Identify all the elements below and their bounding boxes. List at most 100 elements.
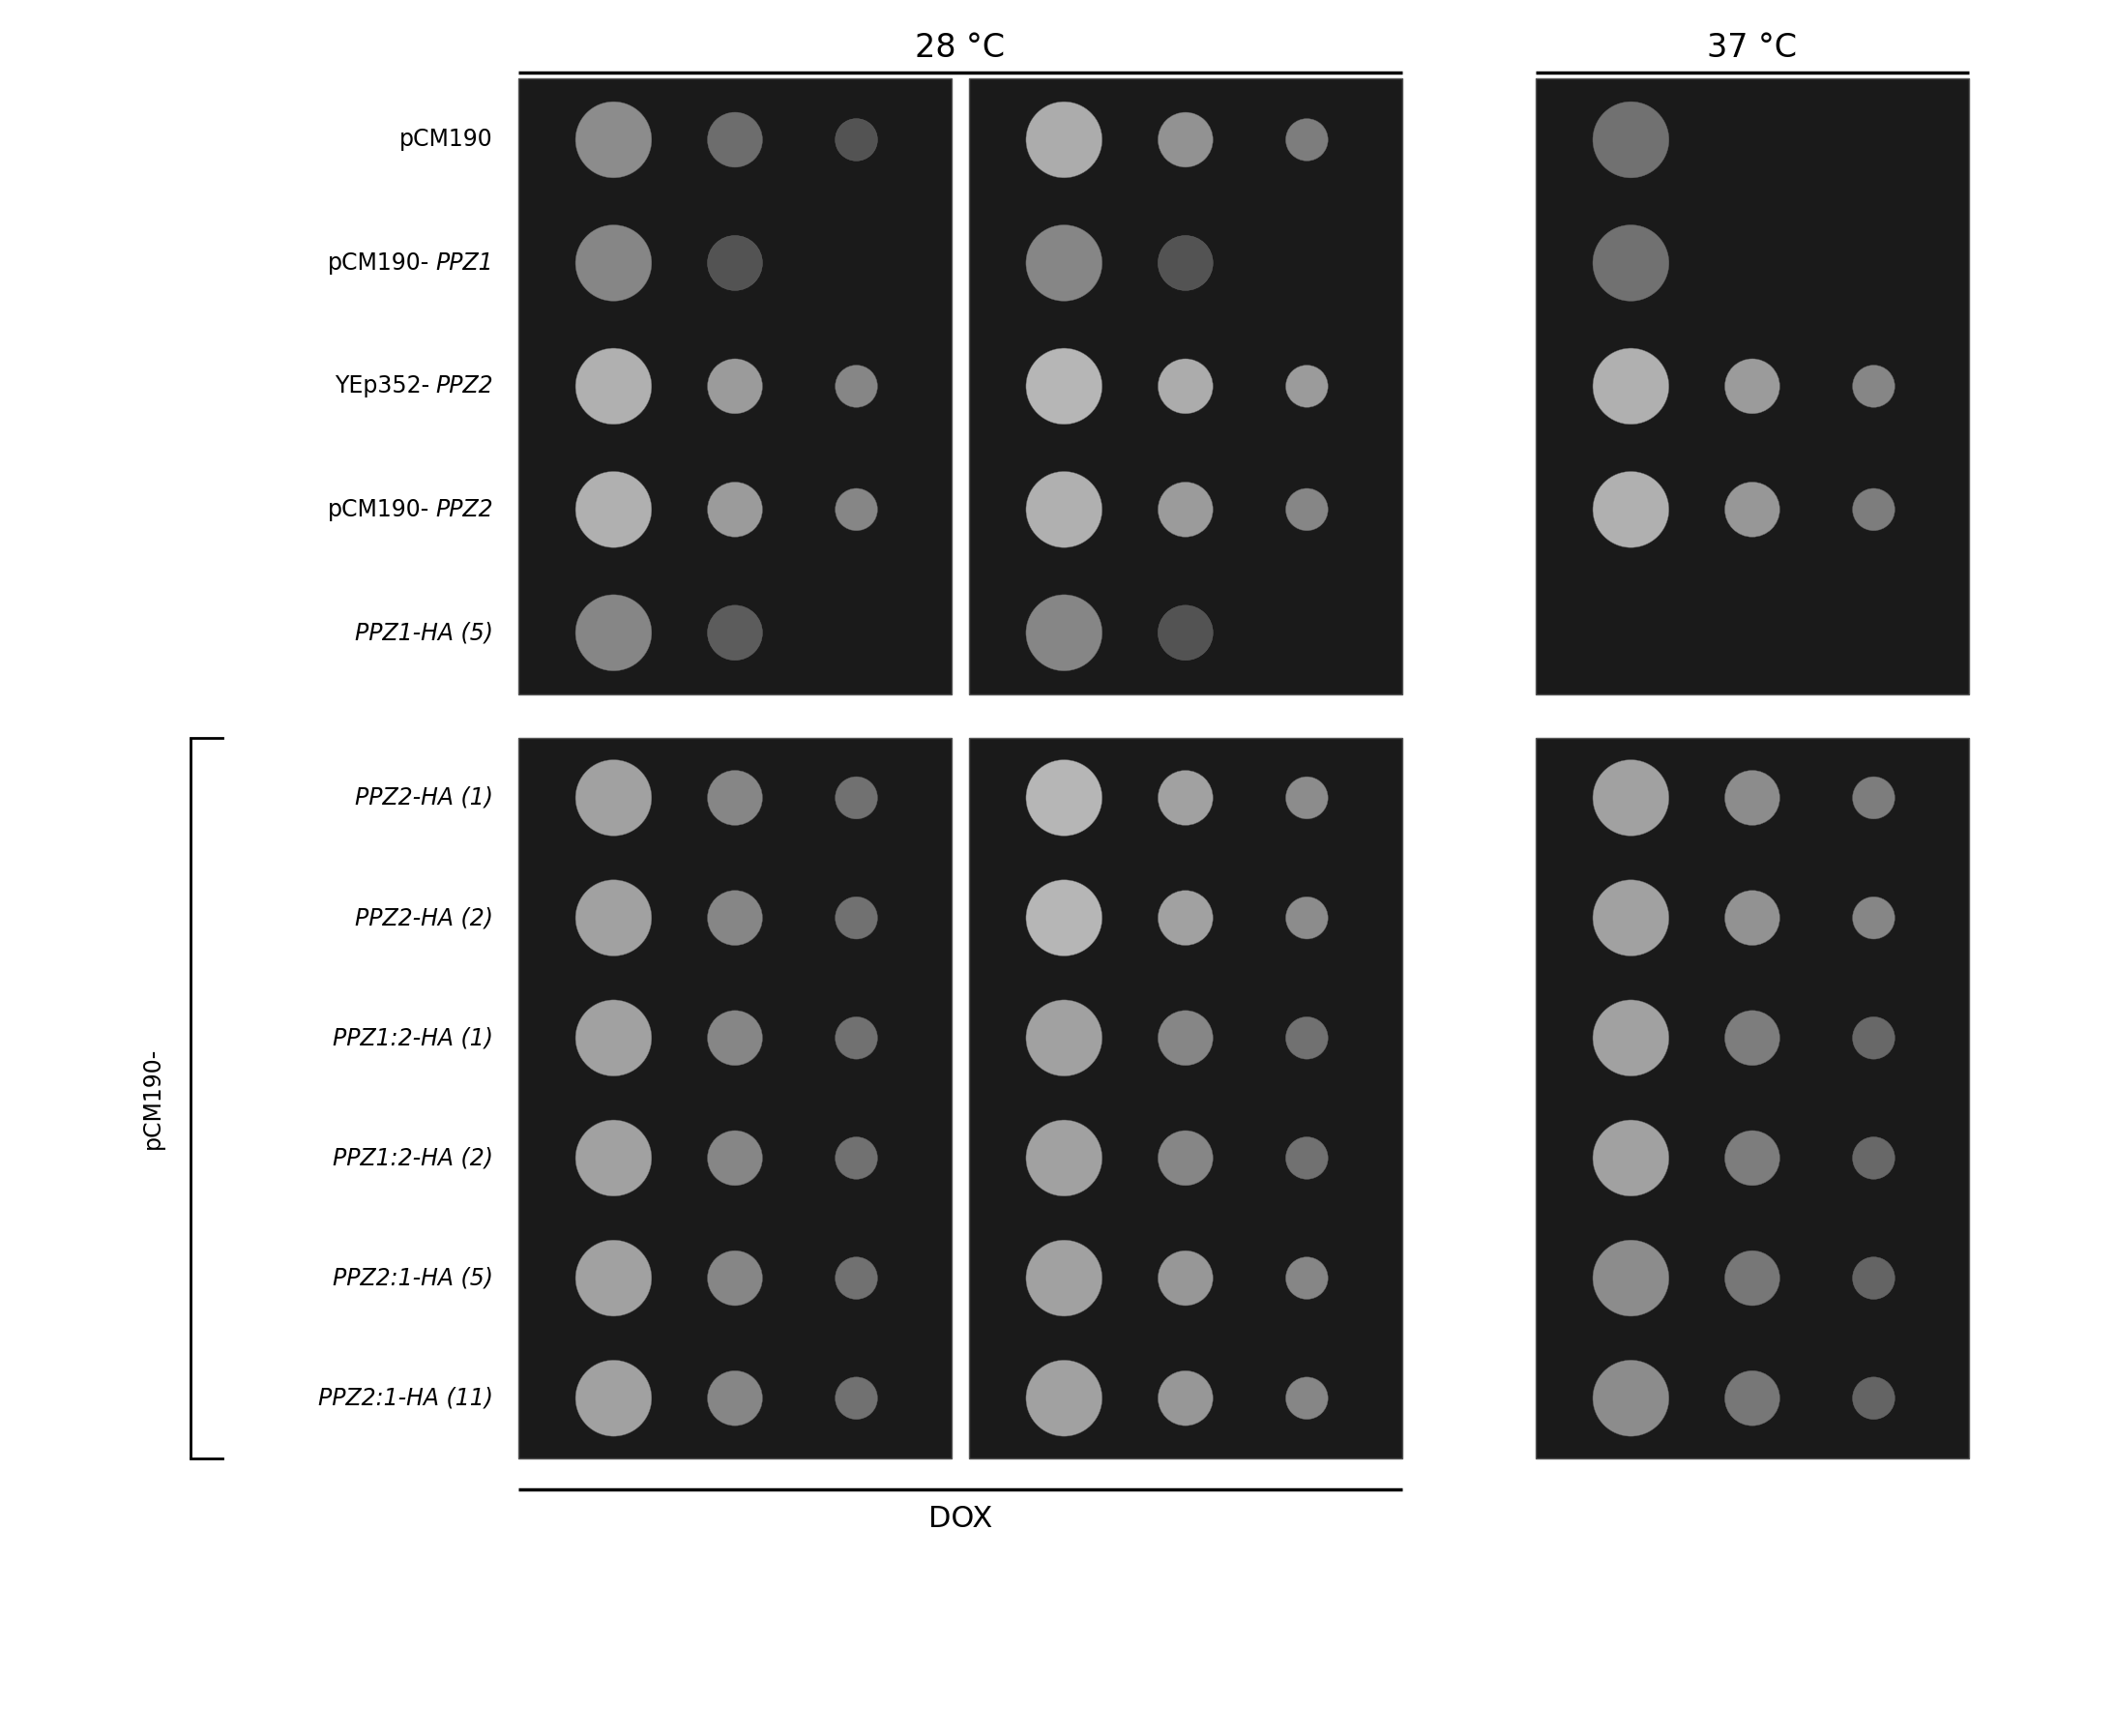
Ellipse shape: [1159, 771, 1214, 825]
Text: DOX: DOX: [928, 1505, 992, 1533]
Ellipse shape: [1286, 488, 1328, 531]
Ellipse shape: [706, 1371, 761, 1425]
Ellipse shape: [1593, 880, 1669, 957]
Text: PPZ1-HA (5): PPZ1-HA (5): [355, 621, 493, 644]
Bar: [1535, 738, 1969, 1458]
Ellipse shape: [1286, 1137, 1328, 1179]
Ellipse shape: [575, 102, 651, 177]
Ellipse shape: [1724, 1010, 1781, 1066]
Text: pCM190: pCM190: [400, 128, 493, 151]
Text: PPZ2: PPZ2: [436, 375, 493, 398]
Ellipse shape: [1593, 472, 1669, 547]
Ellipse shape: [575, 1240, 651, 1316]
Ellipse shape: [1853, 1377, 1895, 1420]
Ellipse shape: [1724, 1371, 1781, 1425]
Text: YEp352-: YEp352-: [334, 375, 429, 398]
Ellipse shape: [1593, 102, 1669, 177]
Text: 28 °C: 28 °C: [916, 33, 1005, 64]
Ellipse shape: [1853, 1257, 1895, 1299]
Ellipse shape: [1159, 236, 1214, 290]
Ellipse shape: [1724, 1130, 1781, 1186]
Text: PPZ1: PPZ1: [436, 252, 493, 274]
Ellipse shape: [706, 1250, 761, 1305]
Ellipse shape: [835, 1137, 878, 1179]
Text: PPZ1:2-HA (1): PPZ1:2-HA (1): [332, 1026, 493, 1050]
Ellipse shape: [1159, 483, 1214, 536]
Ellipse shape: [706, 113, 761, 167]
Ellipse shape: [1286, 1377, 1328, 1420]
Ellipse shape: [575, 760, 651, 837]
Ellipse shape: [1286, 1017, 1328, 1059]
Ellipse shape: [1724, 771, 1781, 825]
Ellipse shape: [1853, 488, 1895, 531]
Ellipse shape: [1853, 365, 1895, 408]
Text: PPZ2:1-HA (5): PPZ2:1-HA (5): [332, 1267, 493, 1290]
Text: pCM190-: pCM190-: [328, 498, 429, 521]
Ellipse shape: [1159, 1250, 1214, 1305]
Ellipse shape: [1593, 760, 1669, 837]
Ellipse shape: [1026, 880, 1102, 957]
Ellipse shape: [1159, 113, 1214, 167]
Ellipse shape: [1026, 1000, 1102, 1076]
Text: PPZ2:1-HA (11): PPZ2:1-HA (11): [317, 1387, 493, 1410]
Ellipse shape: [575, 1000, 651, 1076]
Ellipse shape: [835, 776, 878, 819]
Ellipse shape: [1593, 1240, 1669, 1316]
Ellipse shape: [1026, 595, 1102, 670]
Bar: [518, 78, 952, 694]
Ellipse shape: [1724, 359, 1781, 413]
Ellipse shape: [1286, 1257, 1328, 1299]
Bar: [518, 738, 952, 1458]
Ellipse shape: [1159, 606, 1214, 660]
Ellipse shape: [1286, 776, 1328, 819]
Ellipse shape: [835, 365, 878, 408]
Ellipse shape: [1724, 1250, 1781, 1305]
Ellipse shape: [706, 771, 761, 825]
Ellipse shape: [575, 226, 651, 300]
Ellipse shape: [1026, 102, 1102, 177]
Text: PPZ2: PPZ2: [436, 498, 493, 521]
Ellipse shape: [706, 891, 761, 946]
Ellipse shape: [1026, 760, 1102, 837]
Ellipse shape: [1286, 898, 1328, 939]
Ellipse shape: [1159, 1010, 1214, 1066]
Ellipse shape: [575, 880, 651, 957]
Ellipse shape: [1286, 118, 1328, 161]
Ellipse shape: [1593, 226, 1669, 300]
Ellipse shape: [575, 1120, 651, 1196]
Ellipse shape: [1593, 1000, 1669, 1076]
Text: PPZ2-HA (2): PPZ2-HA (2): [355, 906, 493, 929]
Ellipse shape: [1159, 359, 1214, 413]
Ellipse shape: [1026, 226, 1102, 300]
Ellipse shape: [706, 359, 761, 413]
Ellipse shape: [1853, 776, 1895, 819]
Ellipse shape: [575, 595, 651, 670]
Ellipse shape: [706, 483, 761, 536]
Ellipse shape: [575, 472, 651, 547]
Text: pCM190-: pCM190-: [142, 1047, 163, 1149]
Ellipse shape: [1724, 483, 1781, 536]
Text: 37 °C: 37 °C: [1707, 33, 1798, 64]
Ellipse shape: [575, 349, 651, 424]
Ellipse shape: [706, 1010, 761, 1066]
Ellipse shape: [1159, 1130, 1214, 1186]
Ellipse shape: [1026, 1240, 1102, 1316]
Text: PPZ2-HA (1): PPZ2-HA (1): [355, 786, 493, 809]
Ellipse shape: [1593, 1359, 1669, 1436]
Ellipse shape: [1853, 1137, 1895, 1179]
Ellipse shape: [835, 488, 878, 531]
Ellipse shape: [1853, 1017, 1895, 1059]
Text: pCM190-: pCM190-: [328, 252, 429, 274]
Bar: [1535, 78, 1969, 694]
Ellipse shape: [835, 1017, 878, 1059]
Ellipse shape: [1026, 1359, 1102, 1436]
Ellipse shape: [575, 1359, 651, 1436]
Ellipse shape: [1853, 898, 1895, 939]
Ellipse shape: [706, 236, 761, 290]
Ellipse shape: [1593, 1120, 1669, 1196]
Ellipse shape: [1026, 349, 1102, 424]
Ellipse shape: [1724, 891, 1781, 946]
Ellipse shape: [835, 1377, 878, 1420]
Ellipse shape: [1286, 365, 1328, 408]
Ellipse shape: [706, 1130, 761, 1186]
